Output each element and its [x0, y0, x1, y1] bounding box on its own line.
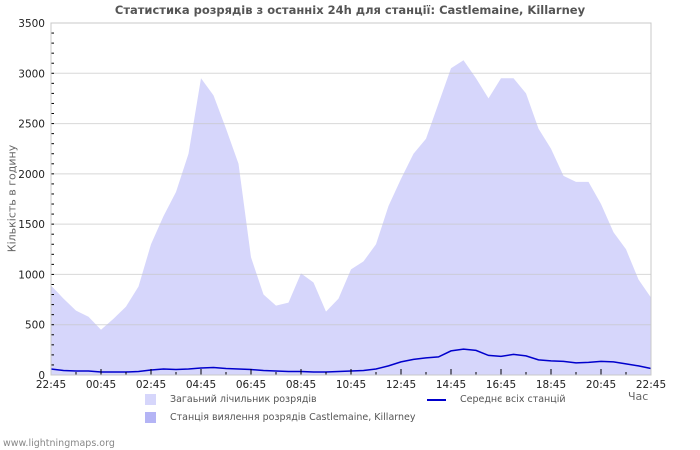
plot-border — [50, 22, 652, 376]
y-tick-label: 1500 — [18, 219, 45, 231]
y-tick-label: 0 — [38, 370, 45, 382]
x-tick-label: 22:45 — [36, 379, 66, 391]
y-tick-label: 2000 — [18, 169, 45, 181]
x-tick-label: 22:45 — [636, 379, 666, 391]
x-tick-label: 08:45 — [286, 379, 316, 391]
y-tick-label: 1000 — [18, 269, 45, 281]
x-tick-label: 02:45 — [136, 379, 166, 391]
x-tick-label: 12:45 — [386, 379, 416, 391]
x-tick-label: 06:45 — [236, 379, 266, 391]
legend-swatch-total — [145, 394, 156, 405]
legend-item-station: Станція виялення розрядів Castlemaine, K… — [145, 412, 416, 423]
chart-title: Статистика розрядів з останніх 24h для с… — [114, 3, 586, 17]
footer-link[interactable]: www.lightningmaps.org — [3, 438, 115, 449]
x-tick-label: 14:45 — [436, 379, 466, 391]
x-tick-label: 16:45 — [486, 379, 516, 391]
area-series-0 — [51, 60, 651, 375]
legend-label-average: Середнє всіх станцій — [460, 394, 566, 405]
legend-label-station: Станція виялення розрядів Castlemaine, K… — [170, 412, 416, 423]
x-tick-label: 20:45 — [586, 379, 616, 391]
legend-label-total: Загаьний лічильник розрядів — [170, 394, 317, 405]
legend-item-total: Загаьний лічильник розрядів — [145, 394, 317, 405]
legend-item-average: Середнє всіх станцій — [427, 394, 566, 405]
legend-swatch-station — [145, 412, 156, 423]
x-tick-label: 10:45 — [336, 379, 366, 391]
y-tick-label: 3000 — [18, 68, 45, 80]
y-tick-label: 500 — [25, 320, 45, 332]
legend-swatch-average — [427, 398, 446, 401]
y-tick-label: 2500 — [18, 119, 45, 131]
x-tick-label: 18:45 — [536, 379, 566, 391]
x-tick-label: 04:45 — [186, 379, 216, 391]
y-tick-label: 3500 — [18, 18, 45, 30]
x-axis-label: Час — [628, 390, 649, 403]
x-tick-label: 00:45 — [86, 379, 116, 391]
